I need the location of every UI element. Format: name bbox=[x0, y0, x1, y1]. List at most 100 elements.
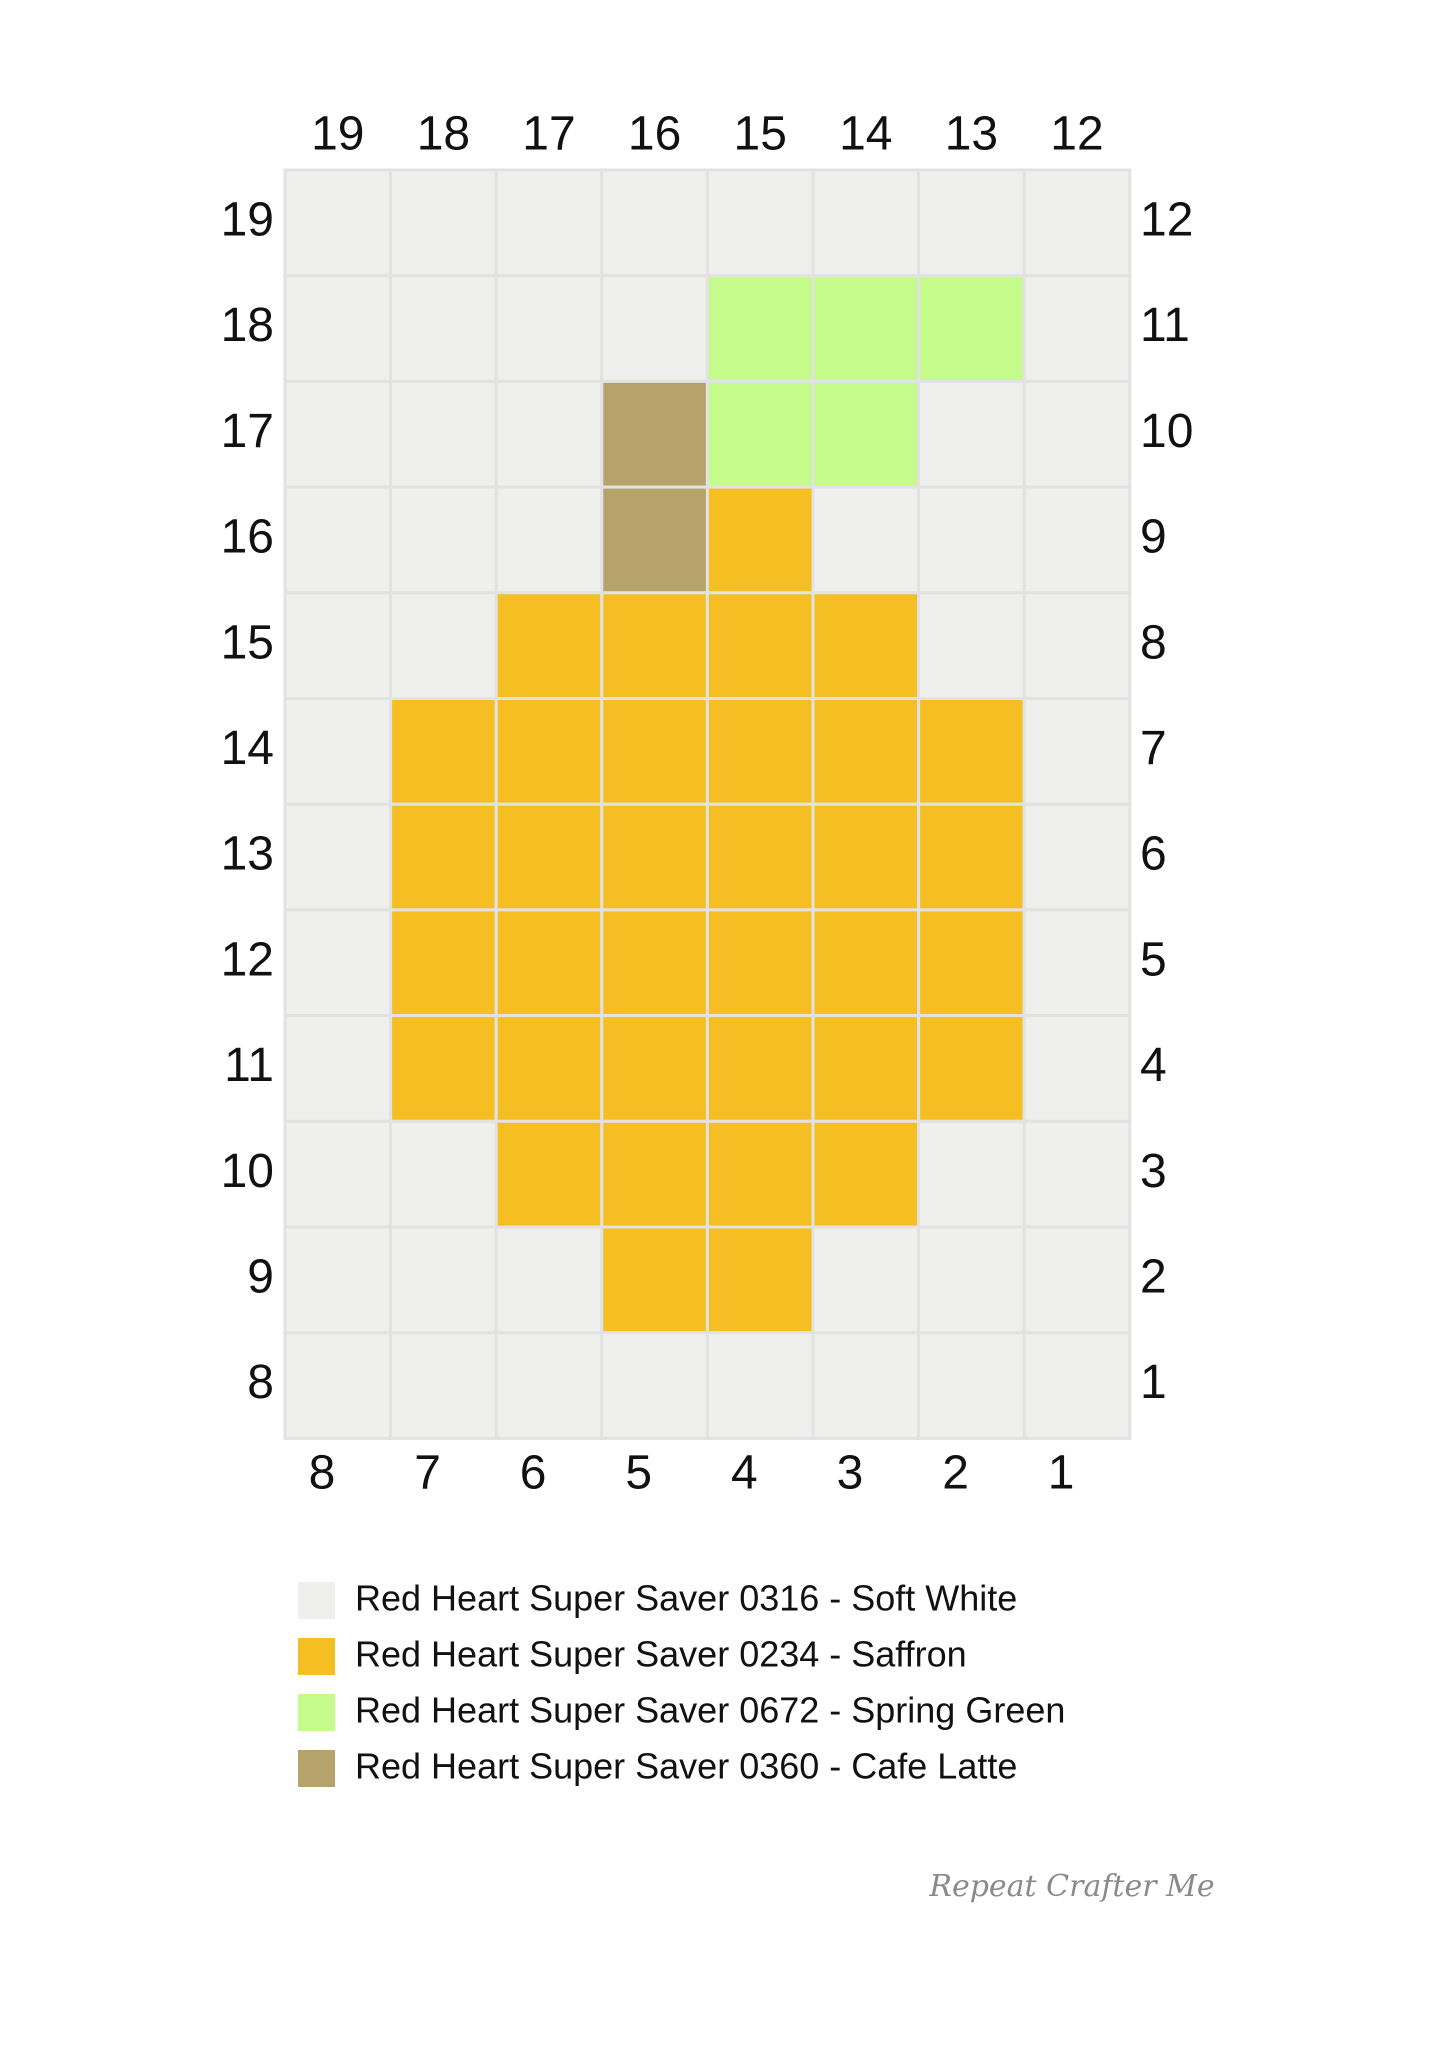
row-label: 13 bbox=[221, 828, 274, 881]
grid-cell bbox=[811, 591, 921, 700]
row-label: 9 bbox=[1140, 511, 1167, 564]
grid-cell bbox=[1022, 168, 1132, 278]
grid-cell bbox=[389, 1014, 498, 1123]
grid-cell bbox=[917, 274, 1026, 383]
grid-cell bbox=[1022, 591, 1132, 700]
grid-cell bbox=[1022, 1331, 1132, 1440]
grid-cell bbox=[811, 379, 921, 489]
row-label: 8 bbox=[1140, 616, 1167, 669]
row-label: 8 bbox=[247, 1356, 274, 1409]
grid-cell bbox=[917, 697, 1026, 806]
legend-swatch bbox=[298, 1638, 335, 1675]
legend-swatch bbox=[298, 1694, 335, 1731]
grid-cell bbox=[600, 1331, 709, 1440]
row-label: 10 bbox=[221, 1145, 274, 1198]
grid-cell bbox=[389, 697, 498, 806]
grid-cell bbox=[600, 168, 709, 278]
row-label: 11 bbox=[224, 1039, 274, 1092]
grid-cell bbox=[494, 802, 604, 912]
row-label: 17 bbox=[221, 405, 274, 458]
grid-cell bbox=[811, 1331, 921, 1440]
row-label: 7 bbox=[1140, 722, 1167, 775]
row-label: 14 bbox=[221, 722, 274, 775]
grid-cell bbox=[494, 1331, 604, 1440]
grid-cell bbox=[389, 908, 498, 1018]
grid-cell bbox=[705, 908, 815, 1018]
grid-cell bbox=[494, 697, 604, 806]
column-label: 4 bbox=[731, 1447, 758, 1500]
grid-cell bbox=[705, 697, 815, 806]
grid-cell bbox=[811, 1225, 921, 1335]
grid-cell bbox=[1022, 1225, 1132, 1335]
grid-cell bbox=[917, 802, 1026, 912]
column-label: 14 bbox=[839, 108, 892, 161]
legend-label: Red Heart Super Saver 0360 - Cafe Latte bbox=[355, 1746, 1017, 1787]
grid-cell bbox=[600, 1014, 709, 1123]
grid-cell bbox=[1022, 379, 1132, 489]
grid-cell bbox=[283, 802, 393, 912]
grid-cell bbox=[283, 1119, 393, 1229]
row-label: 10 bbox=[1140, 405, 1193, 458]
grid-cell bbox=[705, 274, 815, 383]
grid-cell bbox=[494, 379, 604, 489]
grid-cell bbox=[283, 274, 393, 383]
grid-cell bbox=[600, 591, 709, 700]
grid-cell bbox=[811, 1014, 921, 1123]
row-label: 12 bbox=[221, 933, 274, 986]
grid-cell bbox=[494, 1225, 604, 1335]
grid-cell bbox=[283, 1225, 393, 1335]
grid-cell bbox=[705, 802, 815, 912]
grid-cell bbox=[917, 908, 1026, 1018]
legend-label: Red Heart Super Saver 0672 - Spring Gree… bbox=[355, 1690, 1065, 1731]
row-label: 11 bbox=[1140, 299, 1190, 352]
grid-cell bbox=[917, 1014, 1026, 1123]
row-label: 15 bbox=[221, 616, 274, 669]
grid-cell bbox=[1022, 697, 1132, 806]
grid-cell bbox=[389, 379, 498, 489]
grid-cell bbox=[494, 168, 604, 278]
grid-cell bbox=[917, 1225, 1026, 1335]
legend-swatch bbox=[298, 1582, 335, 1619]
grid-cell bbox=[389, 1331, 498, 1440]
legend-label: Red Heart Super Saver 0316 - Soft White bbox=[355, 1578, 1017, 1619]
column-label: 19 bbox=[311, 108, 364, 161]
grid-cell bbox=[600, 697, 709, 806]
grid-cell bbox=[917, 1331, 1026, 1440]
grid-cell bbox=[600, 274, 709, 383]
grid-cell bbox=[389, 274, 498, 383]
grid-cell bbox=[494, 1014, 604, 1123]
column-label: 7 bbox=[414, 1447, 441, 1500]
grid-cell bbox=[494, 274, 604, 383]
grid-cell bbox=[917, 379, 1026, 489]
column-label: 16 bbox=[628, 108, 681, 161]
grid-cell bbox=[600, 485, 709, 595]
grid-cell bbox=[917, 1119, 1026, 1229]
grid-cell bbox=[705, 1331, 815, 1440]
grid-cell bbox=[705, 591, 815, 700]
grid-cell bbox=[1022, 1119, 1132, 1229]
grid-cell bbox=[494, 908, 604, 1018]
column-label: 12 bbox=[1050, 108, 1103, 161]
row-label: 2 bbox=[1140, 1251, 1167, 1304]
grid-cell bbox=[283, 1331, 393, 1440]
grid-cell bbox=[1022, 802, 1132, 912]
grid-cell bbox=[389, 1119, 498, 1229]
grid-cell bbox=[705, 1014, 815, 1123]
grid-cell bbox=[283, 908, 393, 1018]
grid-cell bbox=[917, 591, 1026, 700]
grid-cell bbox=[705, 1119, 815, 1229]
row-label: 12 bbox=[1140, 194, 1193, 247]
legend-label: Red Heart Super Saver 0234 - Saffron bbox=[355, 1634, 967, 1675]
grid-cell bbox=[811, 1119, 921, 1229]
grid-cell bbox=[389, 591, 498, 700]
grid-cell bbox=[283, 168, 393, 278]
row-label: 9 bbox=[247, 1251, 274, 1304]
row-label: 4 bbox=[1140, 1039, 1167, 1092]
grid-cell bbox=[1022, 908, 1132, 1018]
grid-cell bbox=[600, 1119, 709, 1229]
grid-cell bbox=[1022, 485, 1132, 595]
grid-cell bbox=[494, 485, 604, 595]
grid-cell bbox=[705, 485, 815, 595]
grid-cell bbox=[600, 379, 709, 489]
